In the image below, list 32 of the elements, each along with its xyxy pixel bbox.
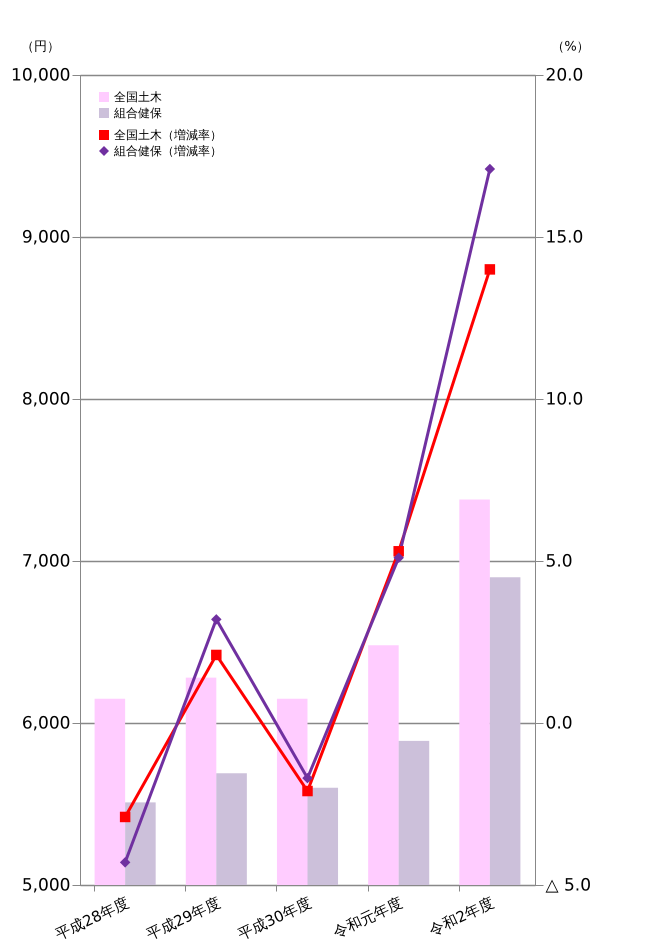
y2-tick-label: 15.0 (546, 228, 584, 248)
legend-label: 全国土木（増減率） (114, 128, 222, 142)
y-tick-label: 7,000 (22, 552, 70, 572)
point (211, 650, 222, 660)
y2-tick-label: 20.0 (546, 66, 584, 86)
x-tick-label: 令和元年度 (330, 894, 406, 942)
y2-axis-title: （%） (551, 40, 590, 54)
x-tick-label: 平成28年度 (52, 894, 132, 944)
point (302, 786, 313, 796)
y-tick-label: 9,000 (22, 228, 70, 248)
y-tick-label: 6,000 (22, 714, 70, 734)
x-tick-label: 平成29年度 (144, 894, 224, 944)
point (484, 264, 496, 275)
point (120, 857, 130, 868)
y2-tick-label: 0.0 (546, 714, 573, 734)
y-axis-title: （円） (21, 40, 60, 54)
x-tick-label: 令和2年度 (426, 894, 497, 940)
point (302, 772, 313, 784)
point (120, 812, 130, 822)
legend-label: 組合健保 (113, 106, 162, 120)
y2-tick-label: △ 5.0 (546, 876, 592, 896)
x-tick-label: 平成30年度 (234, 894, 314, 944)
point (484, 164, 496, 174)
point (393, 552, 404, 564)
point (211, 614, 222, 625)
y-tick-label: 10,000 (11, 66, 70, 86)
legend-label: 組合健保（増減率） (113, 144, 222, 158)
y-tick-label: 5,000 (22, 876, 70, 896)
legend-label: 全国土木 (114, 90, 162, 104)
y-tick-label: 8,000 (22, 390, 70, 410)
y2-tick-label: 10.0 (546, 390, 584, 410)
y2-tick-label: 5.0 (546, 552, 573, 572)
